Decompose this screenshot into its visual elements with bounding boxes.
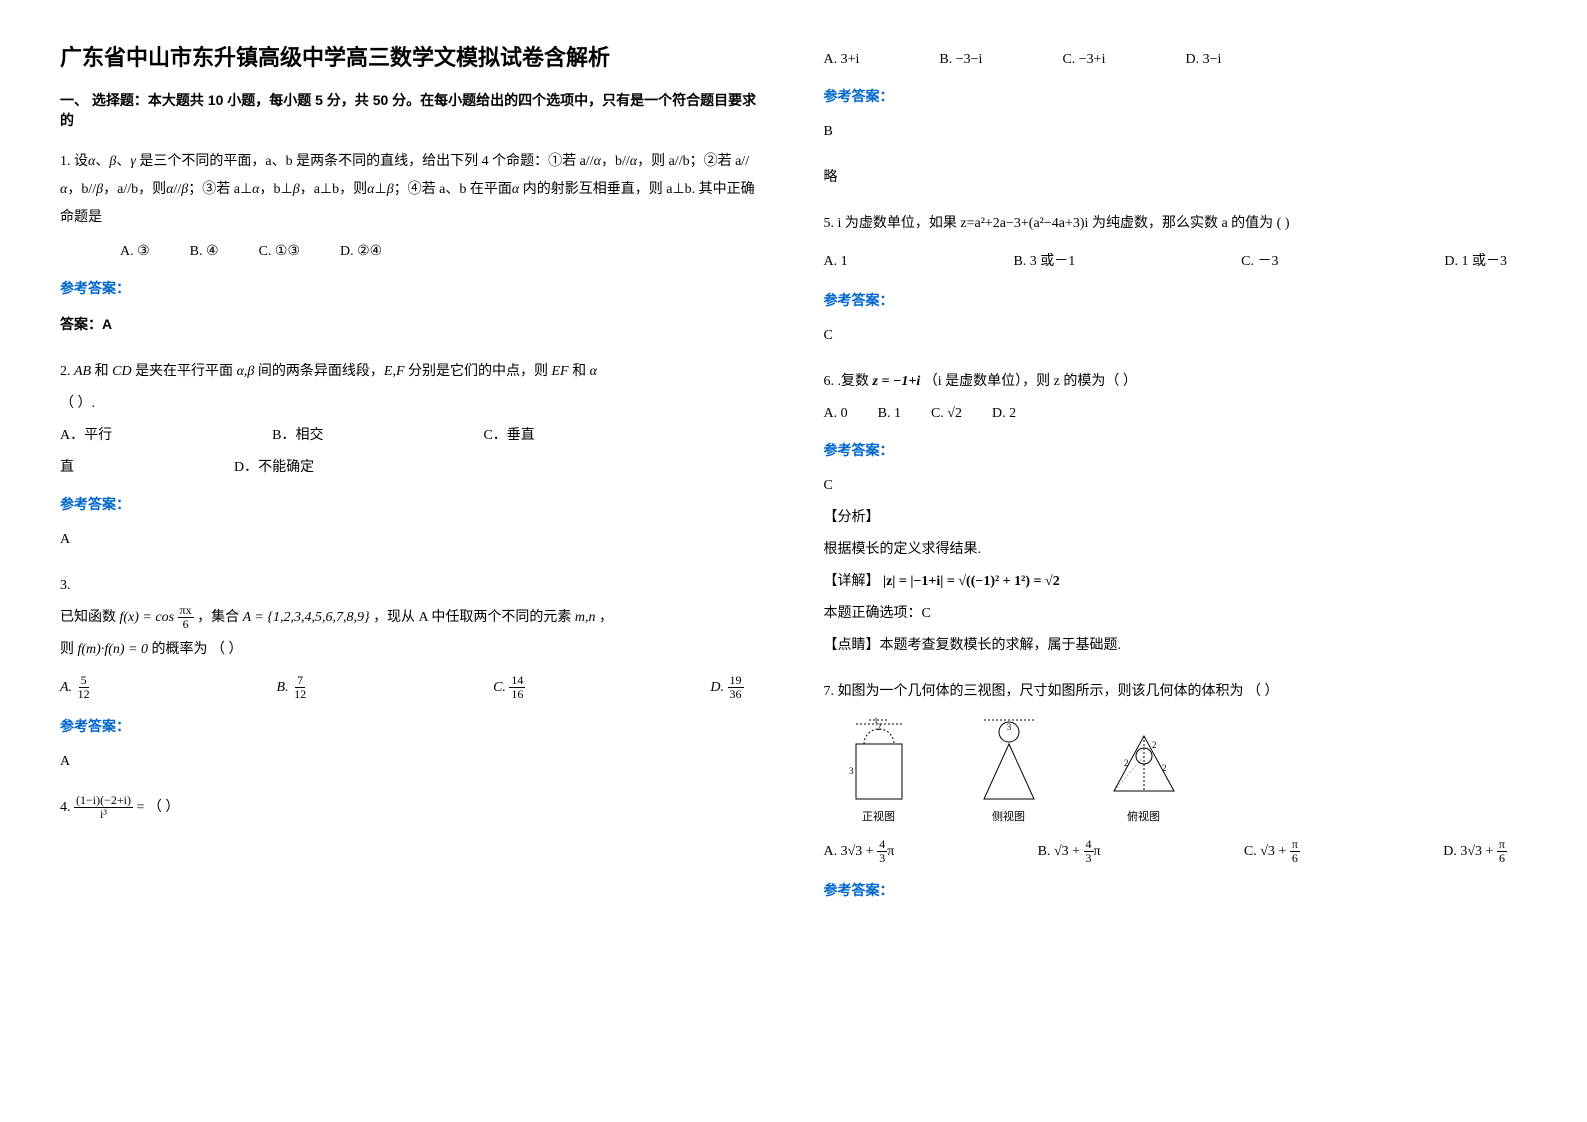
q2-choices-2: 直 D．不能确定	[60, 454, 764, 482]
q6-choice-b: B. 1	[878, 400, 901, 428]
q2-choice-b: B．相交	[272, 422, 323, 450]
q5-choices: A. 1 B. 3 或－1 C. －3 D. 1 或－3	[824, 248, 1528, 276]
q2-choice-d: D．不能确定	[234, 454, 314, 482]
svg-text:3: 3	[1006, 722, 1011, 732]
view-label-2: 侧视图	[992, 806, 1025, 828]
question-1: 1. 设α、β、γ 是三个不同的平面，a、b 是两条不同的直线，给出下列 4 个…	[60, 144, 764, 344]
q5-text: 5. i 为虚数单位，如果 z=a²+2a−3+(a²−4a+3)i 为纯虚数，…	[824, 210, 1528, 238]
q3-choice-a: A. 512	[60, 674, 92, 702]
q6-analysis: 根据模长的定义求得结果.	[824, 536, 1528, 564]
q7-choice-a: A. 3√3 + 43π	[824, 838, 895, 866]
q5-choice-d: D. 1 或－3	[1444, 248, 1507, 276]
q5-answer: C	[824, 322, 1528, 350]
q6-choice-d: D. 2	[992, 400, 1016, 428]
side-view-svg: 3	[974, 716, 1044, 806]
q4-choice-c: C. −3+i	[1062, 52, 1105, 68]
svg-text:2: 2	[1162, 763, 1167, 773]
q3-line1: 已知函数 f(x) = cos πx6 ，集合 A = {1,2,3,4,5,6…	[60, 604, 764, 632]
q2-blank: （ ）.	[60, 390, 764, 418]
question-6: 6. .复数 z = −1+i （i 是虚数单位），则 z 的模为（ ） A. …	[824, 364, 1528, 664]
q2-answer: A	[60, 526, 764, 554]
q4-text: 4. (1−i)(−2+i)i³ = （ ）	[60, 794, 764, 822]
q5-answer-label: 参考答案：	[824, 286, 1528, 314]
q6-choice-a: A. 0	[824, 400, 848, 428]
q5-choice-a: A. 1	[824, 248, 848, 276]
page-title: 广东省中山市东升镇高级中学高三数学文模拟试卷含解析	[60, 40, 764, 72]
q6-analysis-label: 【分析】	[824, 504, 1528, 532]
q3-answer-label: 参考答案：	[60, 712, 764, 740]
frac-pix6: πx6	[178, 604, 194, 631]
q1-answer: 答案：A	[60, 310, 764, 338]
front-view-svg: 2 1 3	[844, 716, 914, 806]
q3-choice-d: D. 1936	[710, 674, 743, 702]
q4-choice-b: B. −3−i	[939, 52, 982, 68]
q7-choices: A. 3√3 + 43π B. √3 + 43π C. √3 + π6 D. 3…	[824, 838, 1528, 866]
q4-note: 略	[824, 164, 1528, 192]
question-4: 4. (1−i)(−2+i)i³ = （ ）	[60, 790, 764, 826]
q6-point: 【点睛】本题考查复数模长的求解，属于基础题.	[824, 632, 1528, 660]
q1-choice-a: A. ③	[120, 238, 150, 266]
question-1-text: 1. 设α、β、γ 是三个不同的平面，a、b 是两条不同的直线，给出下列 4 个…	[60, 148, 764, 232]
view-label-1: 正视图	[862, 806, 895, 828]
q4-choices: A. 3+i B. −3−i C. −3+i D. 3−i	[824, 52, 1528, 68]
q1-choice-b: B. ④	[190, 238, 219, 266]
q6-answer: C	[824, 472, 1528, 500]
q5-choice-b: B. 3 或－1	[1013, 248, 1075, 276]
q4-answer-label: 参考答案：	[824, 86, 1528, 106]
q3-choices: A. 512 B. 712 C. 1416 D. 1936	[60, 674, 764, 702]
q6-detail: 【详解】 |z| = |−1+i| = √((−1)² + 1²) = √2	[824, 568, 1528, 596]
q1-prefix: 1. 设	[60, 154, 88, 169]
front-view: 2 1 3 正视图	[844, 716, 914, 828]
q7-choice-d: D. 3√3 + π6	[1443, 838, 1507, 866]
q7-diagrams: 2 1 3 正视图 3 侧视图	[844, 716, 1528, 828]
svg-text:3: 3	[849, 766, 854, 776]
question-3: 3. 已知函数 f(x) = cos πx6 ，集合 A = {1,2,3,4,…	[60, 568, 764, 780]
q3-choice-c: C. 1416	[493, 674, 525, 702]
q3-line2: 则 f(m)·f(n) = 0 的概率为 （ ）	[60, 636, 764, 664]
section-header: 一、 选择题：本大题共 10 小题，每小题 5 分，共 50 分。在每小题给出的…	[60, 90, 764, 130]
view-label-3: 俯视图	[1127, 806, 1160, 828]
q3-answer: A	[60, 748, 764, 776]
side-view: 3 侧视图	[974, 716, 1044, 828]
q2-choices-1: A．平行 B．相交 C．垂直	[60, 422, 764, 450]
q1-choices: A. ③ B. ④ C. ①③ D. ②④	[120, 238, 764, 266]
q6-text: 6. .复数 z = −1+i （i 是虚数单位），则 z 的模为（ ）	[824, 368, 1528, 396]
svg-text:2: 2	[1124, 758, 1129, 768]
q7-text: 7. 如图为一个几何体的三视图，尺寸如图所示，则该几何体的体积为 （ ）	[824, 678, 1528, 706]
q7-answer-label: 参考答案：	[824, 876, 1528, 904]
q1-choice-d: D. ②④	[340, 238, 382, 266]
q3-choice-b: B. 712	[277, 674, 309, 702]
question-2: 2. AB 和 CD 是夹在平行平面 α,β 间的两条异面线段，E,F 分别是它…	[60, 354, 764, 558]
q3-num: 3.	[60, 572, 764, 600]
svg-text:1: 1	[874, 716, 878, 725]
q2-choice-a: A．平行	[60, 422, 112, 450]
q4-frac: (1−i)(−2+i)i³	[74, 794, 133, 821]
svg-text:2: 2	[1152, 740, 1157, 750]
q6-answer-label: 参考答案：	[824, 436, 1528, 464]
right-column: A. 3+i B. −3−i C. −3+i D. 3−i 参考答案： B 略 …	[824, 40, 1528, 1082]
top-view: 2 2 2 俯视图	[1104, 726, 1184, 828]
q2-text: 2. AB 和 CD 是夹在平行平面 α,β 间的两条异面线段，E,F 分别是它…	[60, 358, 764, 386]
q4-choice-d: D. 3−i	[1185, 52, 1221, 68]
q2-choice-c: C．垂直	[483, 422, 534, 450]
q5-choice-c: C. －3	[1241, 248, 1278, 276]
q6-choice-c: C. √2	[931, 400, 962, 428]
q4-answer: B	[824, 118, 1528, 146]
q6-choices: A. 0 B. 1 C. √2 D. 2	[824, 400, 1528, 428]
q7-choice-c: C. √3 + π6	[1244, 838, 1300, 866]
q2-answer-label: 参考答案：	[60, 490, 764, 518]
question-7: 7. 如图为一个几何体的三视图，尺寸如图所示，则该几何体的体积为 （ ） 2 1…	[824, 674, 1528, 912]
left-column: 广东省中山市东升镇高级中学高三数学文模拟试卷含解析 一、 选择题：本大题共 10…	[60, 40, 764, 1082]
q4-choice-a: A. 3+i	[824, 52, 860, 68]
q7-choice-b: B. √3 + 43π	[1038, 838, 1101, 866]
q1-answer-label: 参考答案：	[60, 274, 764, 302]
question-5: 5. i 为虚数单位，如果 z=a²+2a−3+(a²−4a+3)i 为纯虚数，…	[824, 206, 1528, 354]
q1-choice-c: C. ①③	[259, 238, 300, 266]
top-view-svg: 2 2 2	[1104, 726, 1184, 806]
q6-correct: 本题正确选项：C	[824, 600, 1528, 628]
